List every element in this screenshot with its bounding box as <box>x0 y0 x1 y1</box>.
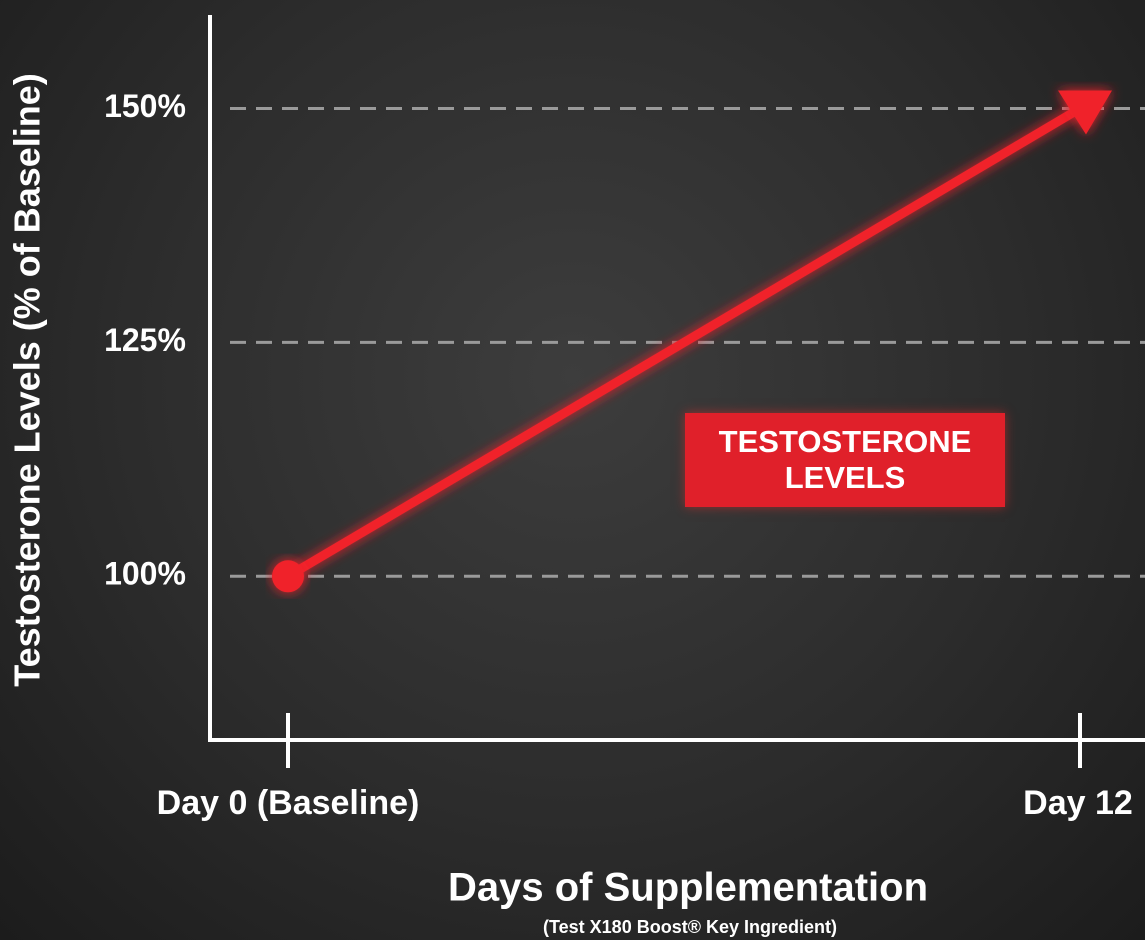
subtitle: (Test X180 Boost® Key Ingredient) <box>543 917 837 937</box>
point <box>272 560 304 593</box>
x-tick-label: Day 0 (Baseline) <box>157 784 420 822</box>
y-tick-label: 100% <box>104 556 186 592</box>
y-axis-title: Testosterone Levels (% of Baseline) <box>7 73 48 687</box>
x-tick-label: Day 12 <box>1023 784 1133 822</box>
y-tick-label: 150% <box>104 88 186 124</box>
data-line <box>285 104 1083 581</box>
y-tick-label: 125% <box>104 322 186 358</box>
annotation: TESTOSTERONE LEVELS <box>685 413 1005 507</box>
x-axis-title: Days of Supplementation <box>448 866 928 910</box>
arrow-marker <box>1058 90 1112 135</box>
